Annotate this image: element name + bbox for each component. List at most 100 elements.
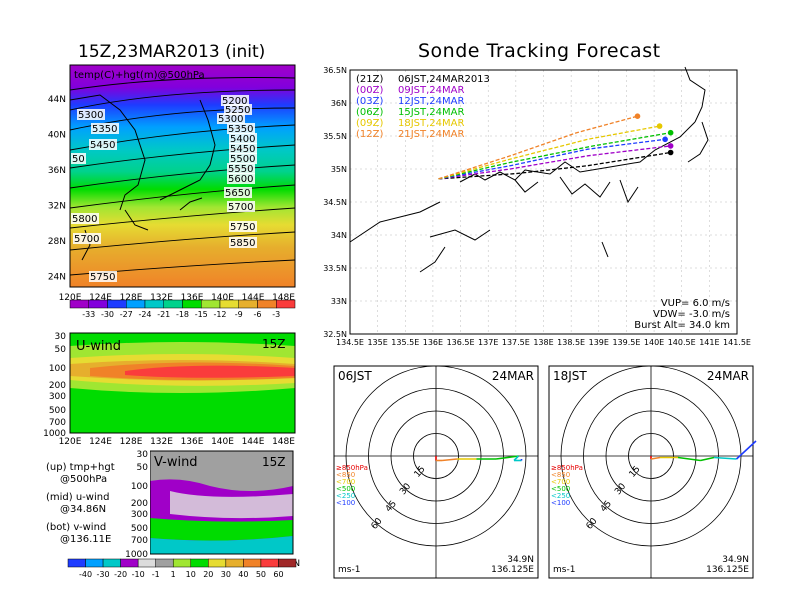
hodograph-date: 24MAR	[707, 369, 749, 383]
u-wind-jet-core	[125, 365, 295, 378]
track-legend-time: 18JST,24MAR	[398, 118, 465, 129]
colorbar-label: -18	[176, 310, 189, 319]
height-label-bg	[71, 213, 99, 224]
map-lon-label: 128E	[120, 293, 143, 303]
v-colorbar-swatch	[260, 558, 279, 568]
hodograph-segment	[677, 456, 701, 462]
hodograph-segment	[735, 440, 757, 460]
u-wind-x-labels: 120E 124E 128E 132E 136E 140E 144E 148E	[59, 437, 296, 446]
height-label: 5350	[92, 124, 117, 135]
track-lon-label: 139.5E	[612, 338, 640, 347]
u-wind-x-label: 144E	[242, 437, 265, 446]
hodograph-lat: 34.9N	[722, 555, 749, 565]
param-burst: Burst Alt= 34.0 km	[634, 320, 730, 331]
track-lat-label: 34.5N	[323, 198, 347, 207]
param-vdw: VDW= -3.0 m/s	[653, 309, 730, 320]
track-map: 36.5N 36N 35.5N 35N 34.5N 34N 33.5N 33N 32.5N 13…	[323, 66, 751, 347]
v-colorbar-label: 10	[186, 570, 196, 579]
v-colorbar-swatch	[278, 558, 297, 568]
height-label: 5700	[74, 234, 99, 245]
v-colorbar-swatch	[67, 558, 86, 568]
height-label-bg	[77, 109, 105, 120]
height-label: 5300	[218, 114, 243, 125]
track-lines	[438, 113, 674, 180]
param-vup: VUP= 6.0 m/s	[661, 298, 730, 309]
hodograph-legend-item: <850	[336, 471, 355, 479]
u-wind-y-label: 300	[49, 392, 66, 402]
map-lon-labels: 120E 124E 128E 132E 136E 140E 144E 148E	[59, 293, 296, 303]
v-wind-panel: V-wind 15Z 28N32N36N40N44N	[150, 450, 300, 569]
track-line	[438, 138, 666, 180]
v-wind-green	[150, 518, 293, 541]
v-colorbar-swatch	[137, 558, 156, 568]
hodograph-legend-item: <500	[551, 485, 570, 493]
v-colorbar-label: -1	[152, 570, 160, 579]
u-wind-frame	[69, 332, 296, 434]
colorbar-label: -12	[213, 310, 226, 319]
height-label: 5450	[230, 144, 255, 155]
track-lon-label: 135.5E	[391, 338, 419, 347]
colorbar-swatch	[257, 299, 277, 309]
hodograph-lon: 136.125E	[491, 565, 534, 575]
u-wind-label: U-wind	[76, 339, 121, 354]
height-label: 5700	[228, 202, 253, 213]
map-height-labels: 5300535054505200525053005350540054505500…	[71, 95, 257, 283]
hodograph-unit: ms-1	[553, 565, 575, 575]
height-label-bg	[224, 104, 252, 115]
v-colorbar-swatch	[172, 558, 192, 568]
track-coastlines	[349, 66, 709, 273]
height-label: 5550	[228, 164, 253, 175]
track-legend-run: (00Z)	[356, 85, 383, 96]
height-label: 5800	[72, 214, 97, 225]
height-label: 5200	[222, 96, 247, 107]
v-colorbar-swatch	[208, 558, 227, 568]
v-colorbar-label: 60	[273, 570, 283, 579]
height-label: 5500	[230, 154, 255, 165]
v-colorbar-swatch	[225, 558, 244, 568]
track-legend-time: 12JST,24MAR	[398, 96, 465, 107]
map-lat-label: 28N	[48, 237, 66, 247]
track-lon-labels: 134.5E 135E 135.5E 136E 136.5E 137E 137.5E 138E…	[336, 338, 751, 347]
height-label-bg	[91, 123, 119, 134]
colorbar-swatch	[219, 299, 239, 309]
track-legend-time: 21JST,24MAR	[398, 129, 465, 140]
track-lat-labels: 36.5N 36N 35.5N 35N 34.5N 34N 33.5N 33N 32.5N	[323, 66, 347, 339]
colorbar-swatch	[88, 299, 108, 309]
track-lon-label: 134.5E	[336, 338, 364, 347]
v-wind-frame	[150, 450, 294, 555]
hodograph-time: 18JST	[553, 369, 587, 383]
height-label: 5250	[225, 105, 250, 116]
hodograph-time: 06JST	[338, 369, 372, 383]
colorbar-label: -9	[235, 310, 243, 319]
u-wind-y-label: 100	[49, 364, 66, 374]
u-wind-x-label: 120E	[59, 437, 82, 446]
hodograph-legend-item: <250	[336, 492, 355, 500]
colorbar-label: -6	[254, 310, 262, 319]
note-up: (up) tmp+hgt @500hPa	[46, 462, 115, 485]
track-frame	[349, 69, 738, 335]
hodograph-segment	[441, 458, 458, 462]
colorbar-swatch	[69, 299, 89, 309]
height-label-bg	[227, 201, 255, 212]
height-label: 5650	[225, 188, 250, 199]
height-label-bg	[229, 221, 257, 232]
track-legend-run: (12Z)	[356, 129, 383, 140]
track-legend-time: 09JST,24MAR	[398, 85, 465, 96]
track-lat-label: 35N	[331, 165, 347, 174]
track-lon-label: 136.5E	[447, 338, 475, 347]
u-wind-y-label: 700	[49, 418, 66, 428]
v-colorbar-swatch	[85, 558, 104, 568]
track-lon-label: 137.5E	[502, 338, 530, 347]
map-lat-label: 32N	[48, 202, 66, 212]
map-label: temp(C)+hgt(m)@500hPa	[74, 70, 205, 81]
track-lon-label: 136E	[423, 338, 443, 347]
hodograph-legend-item: ≥850hPa	[336, 464, 368, 472]
track-legend-time: 06JST,24MAR2013	[398, 74, 490, 85]
track-lon-label: 141E	[699, 338, 719, 347]
